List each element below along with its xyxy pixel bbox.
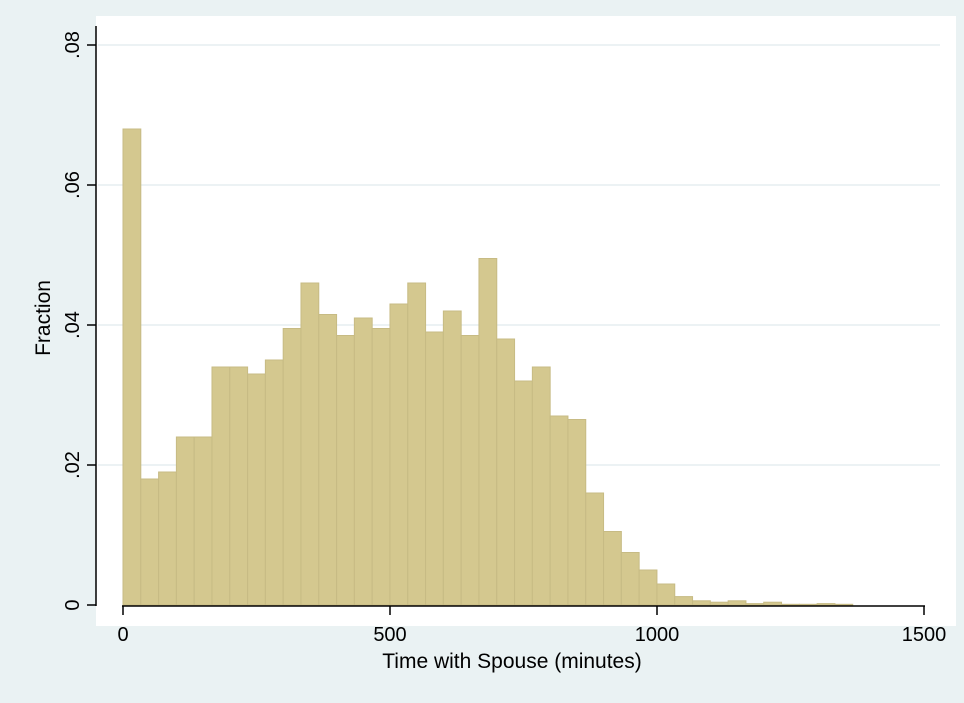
x-tick-label: 1500 bbox=[902, 624, 947, 646]
histogram-bar bbox=[496, 338, 516, 606]
histogram-bar bbox=[816, 603, 836, 606]
histogram-bar bbox=[834, 603, 854, 606]
x-axis-ticks: 0 500 1000 1500 bbox=[117, 606, 946, 646]
y-tick-label: .06 bbox=[62, 171, 84, 199]
histogram-bar bbox=[353, 317, 373, 606]
histogram-bar bbox=[745, 603, 765, 606]
histogram-bar bbox=[122, 128, 142, 606]
histogram-bar bbox=[656, 583, 676, 606]
histogram-bar bbox=[514, 380, 533, 606]
y-axis-ticks: 0 .02 .04 .06 .08 bbox=[62, 31, 96, 611]
histogram-bar bbox=[567, 419, 587, 606]
x-tick-label: 500 bbox=[373, 624, 406, 646]
x-tick-label: 1000 bbox=[635, 624, 680, 646]
histogram-bar bbox=[620, 552, 640, 606]
histogram-bar bbox=[638, 569, 658, 606]
y-tick-label: 0 bbox=[62, 599, 84, 610]
x-tick-label: 0 bbox=[117, 624, 128, 646]
histogram-bar bbox=[603, 531, 622, 606]
histogram-bar bbox=[478, 258, 498, 606]
histogram-bar bbox=[674, 596, 694, 606]
histogram-bar bbox=[407, 282, 427, 606]
histogram-bar bbox=[585, 492, 605, 606]
histogram-bar bbox=[336, 335, 355, 606]
histogram-bar bbox=[442, 310, 462, 606]
histogram-bar bbox=[229, 366, 249, 606]
histogram-bar bbox=[425, 331, 444, 606]
histogram-bar bbox=[247, 373, 266, 606]
histogram-bar bbox=[318, 314, 338, 606]
histogram-bar bbox=[193, 436, 213, 606]
histogram-bar bbox=[282, 328, 302, 606]
histogram-bar bbox=[158, 471, 177, 606]
histogram-bar bbox=[798, 603, 818, 606]
histogram-bar bbox=[531, 366, 551, 606]
histogram-bar bbox=[781, 603, 800, 606]
x-axis-title: Time with Spouse (minutes) bbox=[382, 650, 641, 673]
histogram-bar bbox=[460, 335, 480, 606]
histogram-bar bbox=[727, 600, 747, 606]
histogram-bar bbox=[549, 415, 569, 606]
y-tick-label: .02 bbox=[62, 451, 84, 479]
histogram-bars bbox=[122, 128, 854, 606]
histogram-bar bbox=[692, 600, 711, 606]
y-tick-label: .08 bbox=[62, 31, 84, 59]
y-tick-label: .04 bbox=[62, 311, 84, 339]
histogram-bar bbox=[389, 303, 409, 606]
histogram-bar bbox=[763, 601, 783, 606]
histogram-bar bbox=[175, 436, 195, 606]
histogram-bar bbox=[211, 366, 231, 606]
histogram-bar bbox=[371, 328, 391, 606]
histogram-bar bbox=[140, 478, 160, 606]
y-axis-title: Fraction bbox=[32, 280, 55, 356]
histogram-bar bbox=[264, 359, 284, 606]
histogram-bar bbox=[300, 282, 320, 606]
histogram-bar bbox=[709, 601, 729, 606]
axes bbox=[95, 26, 925, 607]
